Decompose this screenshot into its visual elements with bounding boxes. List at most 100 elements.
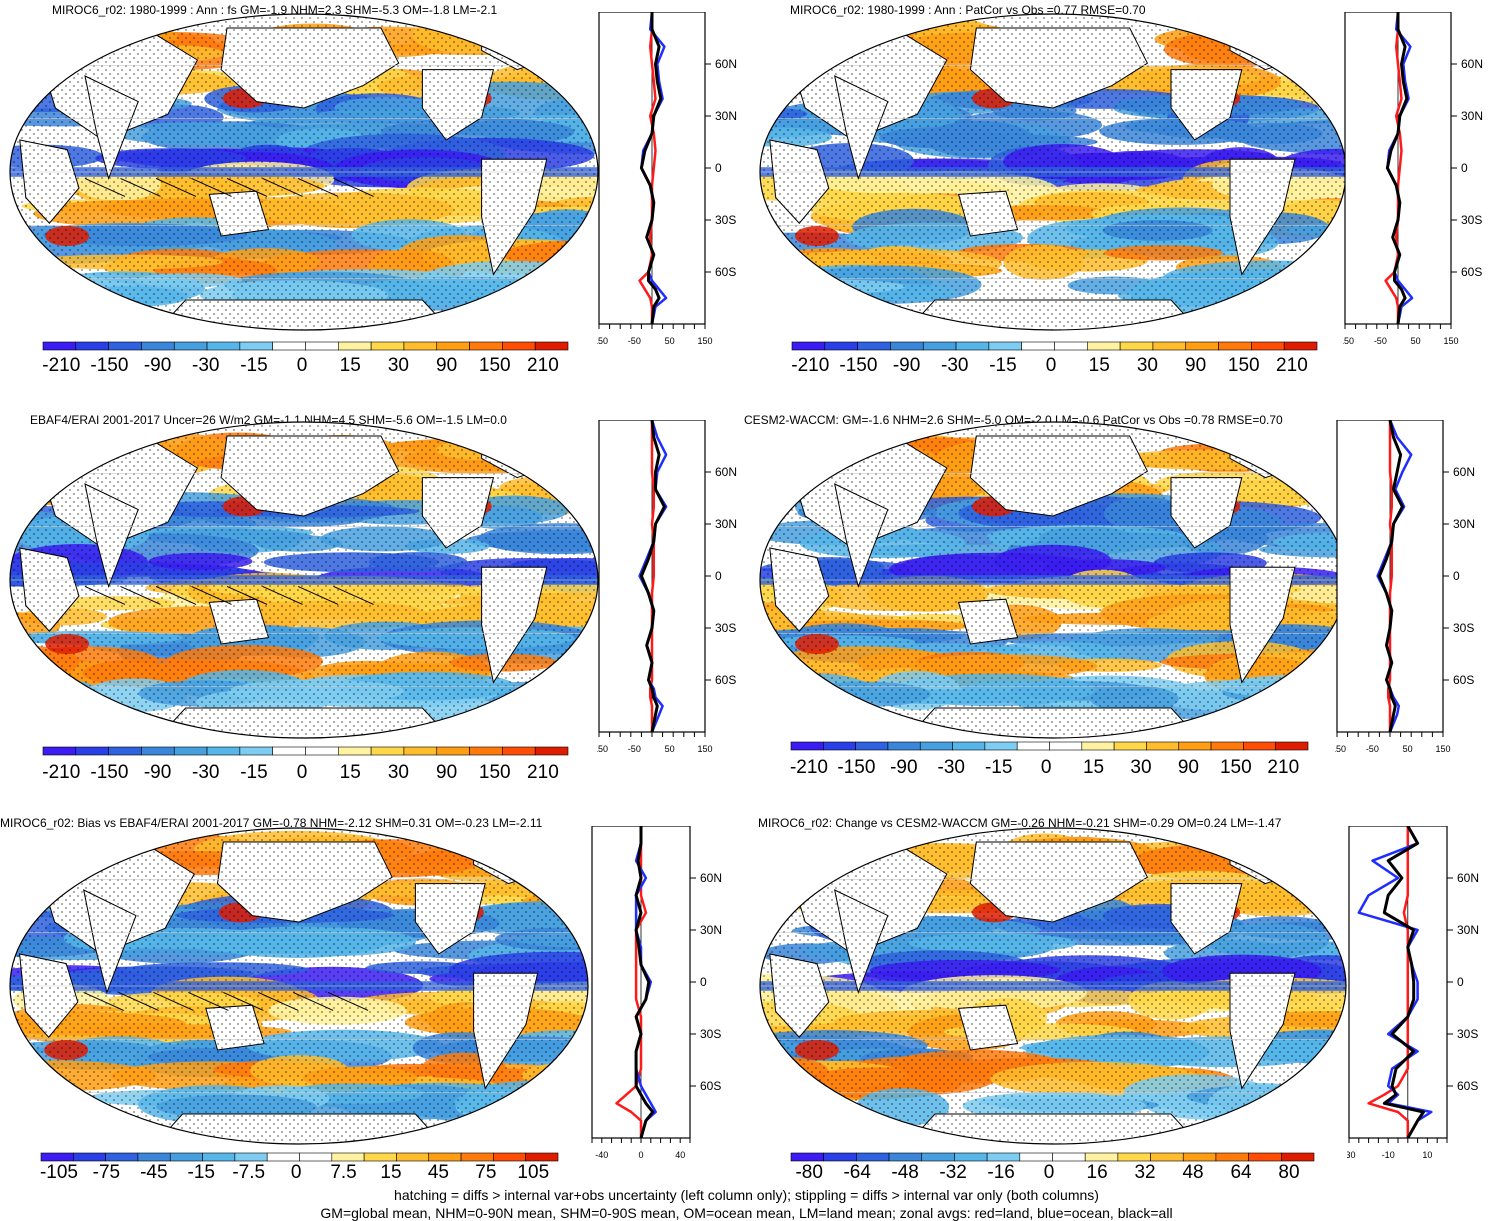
- colorbar-swatch: [141, 746, 175, 756]
- colorbar-swatch: [790, 1152, 824, 1162]
- zonal-ytick-label: 60S: [700, 1079, 721, 1093]
- colorbar-tick-label: 64: [1230, 1162, 1252, 1183]
- colorbar-swatch: [922, 341, 957, 351]
- colorbar-swatch: [1119, 341, 1154, 351]
- colorbar-swatch: [890, 341, 924, 351]
- colorbar: [790, 741, 1309, 751]
- colorbar-swatch: [460, 1152, 494, 1162]
- colorbar-swatch: [790, 741, 824, 751]
- colorbar-swatch: [823, 1152, 857, 1162]
- colorbar-tick-label: -64: [843, 1162, 871, 1183]
- colorbar-swatch: [137, 1152, 171, 1162]
- colorbar-labels: -210 -150 -90 -30 -15 0 15 30 90 150 210: [42, 355, 567, 377]
- colorbar-swatch: [502, 746, 536, 756]
- colorbar-swatch: [331, 1152, 365, 1162]
- colorbar-swatch: [299, 1152, 333, 1162]
- colorbar-tick-label: -150: [90, 355, 129, 376]
- colorbar-tick-label: -210: [42, 355, 81, 376]
- colorbar-tick-label: 80: [1278, 1162, 1300, 1183]
- colorbar-tick-label: -105: [39, 1162, 78, 1183]
- colorbar-swatch: [1215, 1152, 1249, 1162]
- zonal-ytick-label: 30S: [1461, 213, 1482, 227]
- colorbar-swatch: [857, 341, 891, 351]
- colorbar-tick-label: 0: [296, 762, 308, 783]
- zonal-xtick-label: -30: [1347, 1150, 1356, 1160]
- colorbar-swatch: [1185, 341, 1219, 351]
- colorbar-swatch: [305, 341, 339, 351]
- colorbar-swatch: [338, 746, 372, 756]
- zonal-series-all: [1385, 12, 1409, 325]
- colorbar-swatch: [1052, 1152, 1086, 1162]
- zonal-ytick-label: 60S: [1453, 673, 1474, 687]
- colorbar-swatch: [1210, 741, 1244, 751]
- zonal-xtick-label: 150: [697, 336, 712, 346]
- zonal-xtick-label: -150: [597, 336, 608, 346]
- zonal-ytick-label: 30N: [1457, 923, 1479, 937]
- zonal-ytick-label: 60N: [715, 57, 737, 71]
- zonal-ytick-label: 0: [700, 975, 707, 989]
- colorbar: [790, 1152, 1315, 1162]
- colorbar-swatch: [141, 341, 175, 351]
- zonal-xtick-label: 50: [1411, 336, 1421, 346]
- colorbar-tick-label: -80: [795, 1162, 823, 1183]
- zonal-ytick-label: 60N: [700, 871, 722, 885]
- colorbar-swatch: [1117, 1152, 1151, 1162]
- colorbar-tick-label: 210: [1276, 355, 1308, 376]
- colorbar-tick-label: 30: [387, 762, 409, 783]
- zonal-ytick-label: 0: [715, 161, 722, 175]
- colorbar-swatch: [75, 746, 109, 756]
- colorbar-tick-label: -16: [987, 1162, 1015, 1183]
- zonal-ytick-label: 30N: [715, 109, 737, 123]
- colorbar-swatch: [1182, 1152, 1217, 1162]
- colorbar-swatch: [1049, 741, 1083, 751]
- colorbar-swatch: [534, 341, 569, 351]
- zonal-series-ocean: [1357, 826, 1433, 1139]
- colorbar-tick-label: 0: [1040, 757, 1052, 778]
- colorbar-tick-label: 0: [1043, 1162, 1055, 1183]
- colorbar-tick-label: 7.5: [330, 1162, 357, 1183]
- colorbar-tick-label: -90: [890, 757, 918, 778]
- colorbar-tick-label: 30: [1136, 355, 1158, 376]
- zonal-series-all: [639, 12, 663, 325]
- colorbar-swatch: [1016, 741, 1050, 751]
- colorbar-swatch: [954, 1152, 988, 1162]
- colorbar-swatch: [1283, 341, 1318, 351]
- colorbar-swatch: [42, 746, 77, 756]
- colorbar-swatch: [855, 741, 889, 751]
- zonal-xtick-label: -10: [1382, 1150, 1395, 1160]
- colorbar-swatch: [791, 341, 826, 351]
- colorbar-swatch: [887, 741, 921, 751]
- zonal-ytick-label: 30S: [715, 213, 736, 227]
- colorbar-swatch: [202, 1152, 236, 1162]
- zonal-ytick-label: 60N: [715, 465, 737, 479]
- zonal-xtick-label: 50: [1403, 744, 1413, 754]
- colorbar-tick-label: -15: [187, 1162, 215, 1183]
- colorbar-swatch: [502, 341, 536, 351]
- map-panel: [759, 421, 1347, 739]
- zonal-xtick-label: -50: [1374, 336, 1387, 346]
- colorbar-tick-label: 150: [1227, 355, 1260, 376]
- colorbar-swatch: [1281, 1152, 1315, 1162]
- colorbar-tick-label: -150: [90, 762, 129, 783]
- colorbar-tick-label: 30: [1130, 757, 1152, 778]
- colorbar-tick-label: 75: [475, 1162, 497, 1183]
- panel-title: MIROC6_r02: Change vs CESM2-WACCM GM=-0.…: [758, 816, 1282, 830]
- colorbar-swatch: [1251, 341, 1285, 351]
- map-panel: [9, 421, 599, 739]
- colorbar-tick-label: -210: [42, 762, 81, 783]
- colorbar-swatch: [1146, 741, 1180, 751]
- colorbar: [40, 1152, 559, 1162]
- colorbar-tick-label: 150: [478, 355, 511, 376]
- colorbar-tick-label: 210: [527, 762, 559, 783]
- colorbar-swatch: [370, 746, 405, 756]
- colorbar-tick-label: -75: [92, 1162, 121, 1183]
- zonal-series-land: [1386, 420, 1394, 732]
- zonal-series-all: [1382, 826, 1425, 1139]
- zonal-ytick-label: 30S: [1457, 1027, 1478, 1041]
- colorbar-swatch: [108, 746, 142, 756]
- colorbar-tick-label: 210: [527, 355, 559, 376]
- colorbar: [791, 341, 1318, 351]
